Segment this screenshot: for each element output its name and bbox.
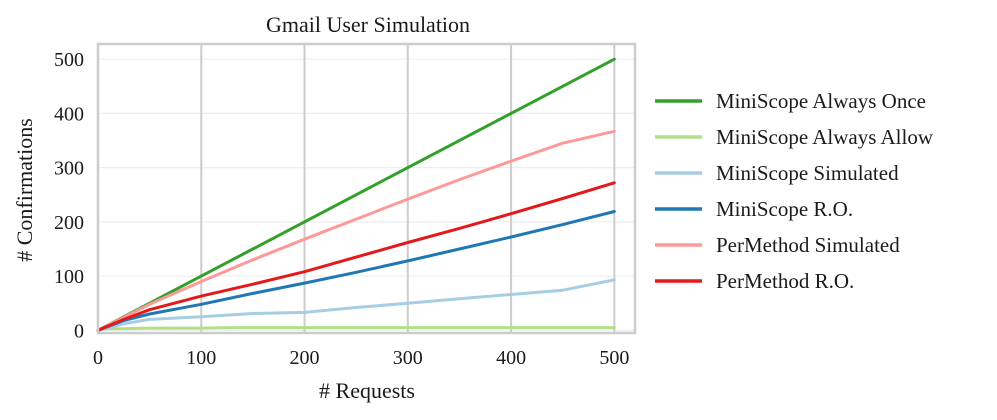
series-line-6 xyxy=(96,181,616,332)
y-tick-label: 200 xyxy=(54,212,84,234)
y-tick-label: 300 xyxy=(54,158,84,180)
series-line-1 xyxy=(96,57,616,332)
series-line-3 xyxy=(96,278,616,332)
x-tick-label: 300 xyxy=(393,347,423,369)
legend-label: MiniScope Always Allow xyxy=(716,125,934,149)
x-tick-label: 200 xyxy=(290,347,320,369)
y-tick-label: 0 xyxy=(74,320,84,342)
legend: MiniScope Always Once MiniScope Always Al… xyxy=(655,89,934,293)
plot-frame xyxy=(96,42,637,335)
y-tick-label: 500 xyxy=(54,49,84,71)
grid xyxy=(97,44,635,333)
y-tick-label: 100 xyxy=(54,266,84,288)
series-layer xyxy=(96,57,616,332)
series-line-5 xyxy=(96,129,616,332)
x-axis-label: # Requests xyxy=(319,378,415,403)
legend-label: MiniScope Simulated xyxy=(716,161,899,185)
x-tick-label: 0 xyxy=(93,347,103,369)
x-tick-labels: 0 100 200 300 400 500 xyxy=(93,347,629,369)
legend-label: MiniScope Always Once xyxy=(716,89,926,113)
x-tick-label: 100 xyxy=(186,347,216,369)
legend-label: PerMethod R.O. xyxy=(716,269,854,293)
y-axis-label: # Confirmations xyxy=(12,118,37,262)
chart-title: Gmail User Simulation xyxy=(266,12,470,37)
x-tick-label: 500 xyxy=(599,347,629,369)
x-tick-label: 400 xyxy=(496,347,526,369)
legend-label: MiniScope R.O. xyxy=(716,197,853,221)
y-tick-label: 400 xyxy=(54,103,84,125)
y-tick-labels: 0 100 200 300 400 500 xyxy=(54,49,84,342)
legend-label: PerMethod Simulated xyxy=(716,233,900,257)
series-line-4 xyxy=(96,210,616,332)
